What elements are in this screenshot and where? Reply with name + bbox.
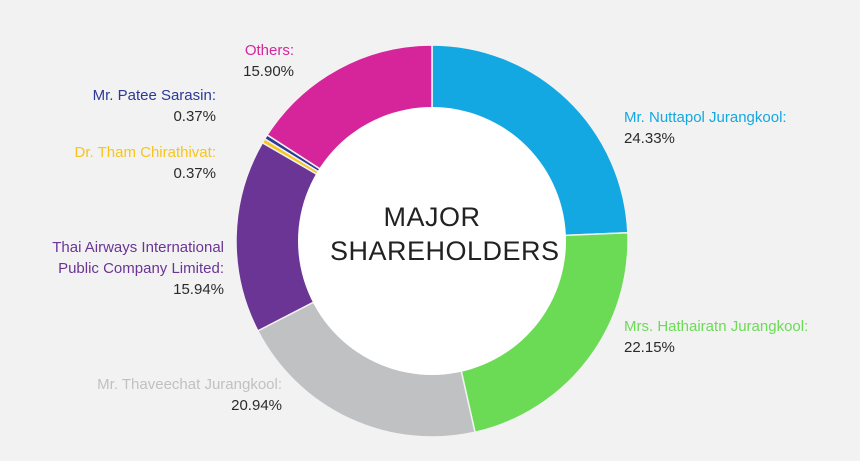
legend-label-thai-airways: Thai Airways International Public Compan… <box>52 237 224 300</box>
series-name-thaveechat: Mr. Thaveechat Jurangkool: <box>97 376 282 393</box>
series-value-nuttapol: 24.33% <box>624 130 675 147</box>
series-name-tham: Dr. Tham Chirathivat: <box>74 144 216 161</box>
chart-title: MAJOR SHAREHOLDERS <box>330 200 560 268</box>
legend-label-nuttapol: Mr. Nuttapol Jurangkool: 24.33% <box>624 107 787 149</box>
chart-title-line-1: MAJOR <box>383 202 481 232</box>
legend-label-others: Others: 15.90% <box>243 40 294 82</box>
series-value-patee: 0.37% <box>173 108 216 125</box>
series-value-thai-airways: 15.94% <box>173 281 224 298</box>
donut-center-hole <box>298 107 566 375</box>
series-value-hathairatn: 22.15% <box>624 339 675 356</box>
legend-label-thaveechat: Mr. Thaveechat Jurangkool: 20.94% <box>97 374 282 416</box>
chart-title-line-2: SHAREHOLDERS <box>330 236 560 266</box>
series-name-thai-airways-line-1: Thai Airways International <box>52 239 224 256</box>
series-value-tham: 0.37% <box>173 165 216 182</box>
series-value-thaveechat: 20.94% <box>231 397 282 414</box>
series-name-hathairatn: Mrs. Hathairatn Jurangkool: <box>624 318 809 335</box>
legend-label-hathairatn: Mrs. Hathairatn Jurangkool: 22.15% <box>624 316 808 358</box>
series-name-patee: Mr. Patee Sarasin: <box>92 87 216 104</box>
series-name-nuttapol: Mr. Nuttapol Jurangkool: <box>624 109 787 126</box>
series-value-others: 15.90% <box>243 63 294 80</box>
series-name-thai-airways-line-2: Public Company Limited: <box>58 260 224 277</box>
legend-label-tham: Dr. Tham Chirathivat: 0.37% <box>75 142 216 184</box>
series-name-others: Others: <box>244 42 294 59</box>
legend-label-patee: Mr. Patee Sarasin: 0.37% <box>93 85 216 127</box>
